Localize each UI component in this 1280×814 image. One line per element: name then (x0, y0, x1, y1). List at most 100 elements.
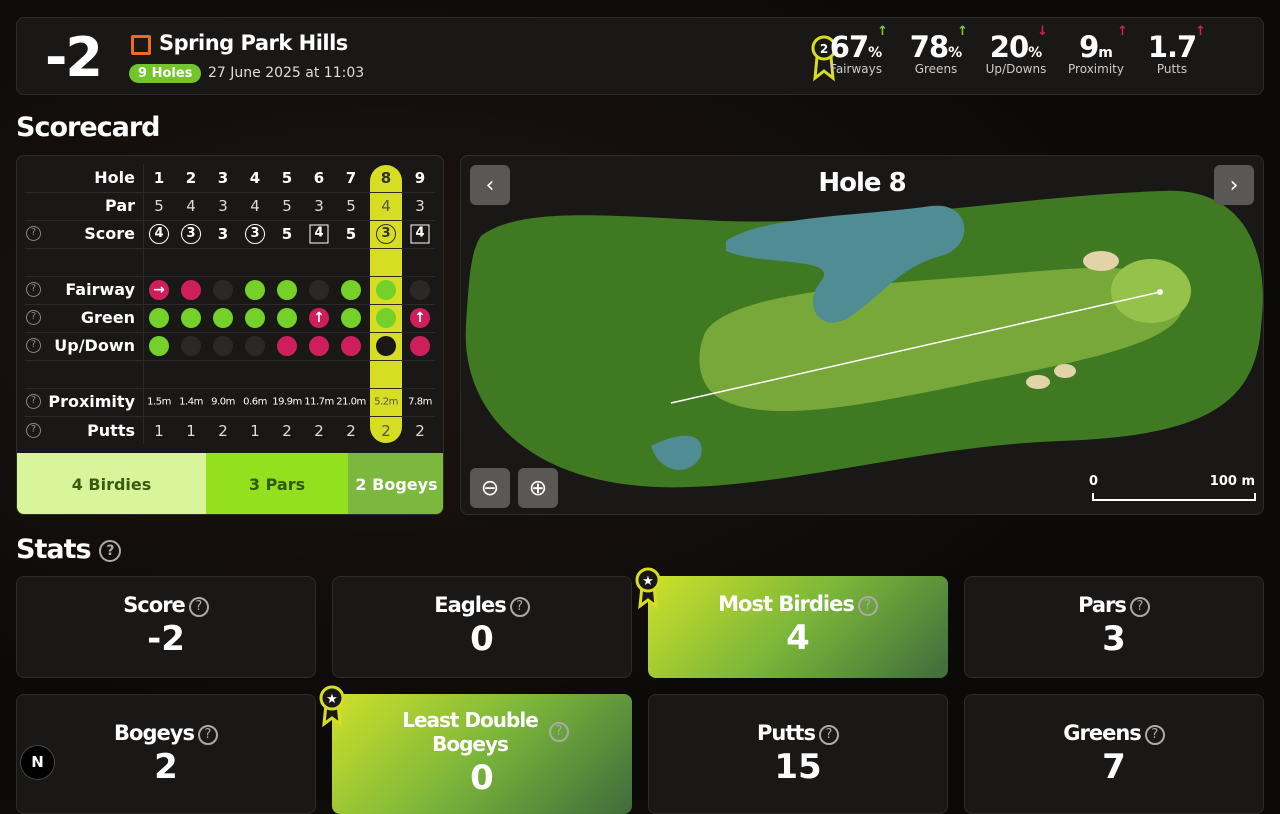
round-header: -2 Spring Park Hills 9 Holes 27 June 202… (16, 17, 1264, 95)
best-award-icon: ★ (319, 685, 345, 728)
proximity-value: 7.8m (408, 396, 432, 408)
previous-hole-button[interactable]: ‹ (470, 165, 510, 205)
help-icon[interactable]: ? (26, 282, 41, 297)
row-label-putts: Putts (87, 421, 135, 440)
stat-card: Least Double Bogeys? 0 (332, 694, 632, 814)
score-value: 5 (345, 225, 357, 243)
scorecard-table: Hole Par Score? Fairway? Green? Up/Down? Proxi… (16, 155, 444, 515)
updown-indicator (245, 336, 265, 356)
row-label-par: Par (105, 196, 135, 215)
hole-number[interactable]: 9 (414, 169, 426, 187)
fairway-indicator (309, 280, 329, 300)
stats-title: Stats ? (16, 534, 121, 565)
updown-indicator (376, 336, 396, 356)
stat-card: Pars? 3 (964, 576, 1264, 678)
help-icon[interactable]: ? (26, 226, 41, 241)
green-indicator (376, 308, 396, 328)
help-icon[interactable]: ? (197, 725, 218, 745)
putts-value: 2 (314, 422, 324, 440)
score-value: 3 (245, 224, 265, 244)
header-stat: 1.7 ↑ Putts (1147, 24, 1206, 76)
row-label-green: Green (80, 308, 135, 327)
updown-indicator (410, 336, 430, 356)
help-icon[interactable]: ? (818, 725, 839, 745)
fairway-indicator (277, 280, 297, 300)
par-value: 5 (282, 197, 292, 215)
fairway-indicator (376, 280, 396, 300)
par-value: 3 (415, 197, 425, 215)
hole-number[interactable]: 4 (249, 169, 261, 187)
zoom-in-icon: ⊕ (528, 475, 548, 501)
score-value: 5 (281, 225, 293, 243)
scale-start: 0 (1089, 474, 1099, 489)
score-value: 3 (376, 224, 396, 244)
help-icon[interactable]: ? (1129, 597, 1150, 617)
help-icon[interactable]: ? (26, 423, 41, 438)
fairway-indicator (341, 280, 361, 300)
stat-card: Bogeys? 2 (16, 694, 316, 814)
zoom-in-button[interactable]: ⊕ (518, 468, 558, 508)
header-stat: 9m ↑ Proximity (1068, 24, 1128, 76)
proximity-value: 5.2m (374, 396, 398, 408)
help-icon[interactable]: ? (98, 540, 121, 562)
putts-value: 2 (346, 422, 356, 440)
green-indicator: ↑ (410, 308, 430, 328)
header-stat: 67% ↑ Fairways (829, 24, 888, 76)
hole-number[interactable]: 6 (313, 169, 325, 187)
par-value: 3 (314, 197, 324, 215)
score-value: 3 (217, 225, 229, 243)
scale-end: 100 m (1209, 474, 1255, 489)
green-indicator (181, 308, 201, 328)
help-icon[interactable]: ? (857, 596, 878, 616)
next-hole-button[interactable]: › (1214, 165, 1254, 205)
par-value: 5 (346, 197, 356, 215)
proximity-value: 19.9m (272, 396, 302, 408)
round-date: 27 June 2025 at 11:03 (208, 65, 365, 81)
hole-number[interactable]: 2 (185, 169, 197, 187)
hole-number[interactable]: 5 (281, 169, 293, 187)
summary-2: 2 Bogeys (348, 453, 443, 514)
scale-bar (1092, 493, 1256, 501)
help-icon[interactable]: ? (26, 394, 41, 409)
score-value: 4 (149, 224, 169, 244)
hole-number[interactable]: 1 (153, 169, 165, 187)
help-icon[interactable]: ? (26, 310, 41, 325)
par-value: 4 (381, 197, 391, 215)
hole-number[interactable]: 7 (345, 169, 357, 187)
row-label-proximity: Proximity (48, 392, 135, 411)
putts-value: 2 (381, 422, 391, 440)
score-value: 4 (410, 224, 430, 244)
scorecard-title: Scorecard (16, 112, 160, 143)
trend-arrow-icon: ↑ (1117, 24, 1128, 39)
putts-value: 2 (282, 422, 292, 440)
proximity-value: 1.5m (147, 396, 171, 408)
best-award-icon: ★ (635, 567, 661, 610)
par-value: 4 (250, 197, 260, 215)
green-indicator (341, 308, 361, 328)
course-map-image (465, 190, 1263, 488)
zoom-out-button[interactable]: ⊖ (470, 468, 510, 508)
holes-badge: 9 Holes (129, 64, 202, 83)
trend-arrow-icon: ↑ (1195, 24, 1206, 39)
help-icon[interactable]: ? (188, 597, 209, 617)
help-icon[interactable]: ? (549, 721, 569, 742)
summary-1: 3 Pars (206, 453, 348, 514)
updown-indicator (149, 336, 169, 356)
hole-number[interactable]: 3 (217, 169, 229, 187)
fairway-indicator (213, 280, 233, 300)
updown-indicator (341, 336, 361, 356)
putts-value: 1 (186, 422, 196, 440)
svg-text:★: ★ (326, 692, 338, 707)
row-label-updown: Up/Down (54, 336, 135, 355)
header-stat: 78% ↑ Greens (909, 24, 968, 76)
help-icon[interactable]: ? (509, 597, 530, 617)
updown-indicator (213, 336, 233, 356)
green-indicator (277, 308, 297, 328)
help-icon[interactable]: ? (26, 338, 41, 353)
summary-0: 4 Birdies (17, 453, 206, 514)
hole-map[interactable]: ‹ › Hole 8 ⊖ ⊕ 0 100 m (460, 155, 1264, 515)
proximity-value: 9.0m (211, 396, 235, 408)
help-icon[interactable]: ? (1144, 725, 1165, 745)
nav-badge[interactable]: N (20, 745, 55, 780)
hole-number[interactable]: 8 (380, 169, 392, 187)
